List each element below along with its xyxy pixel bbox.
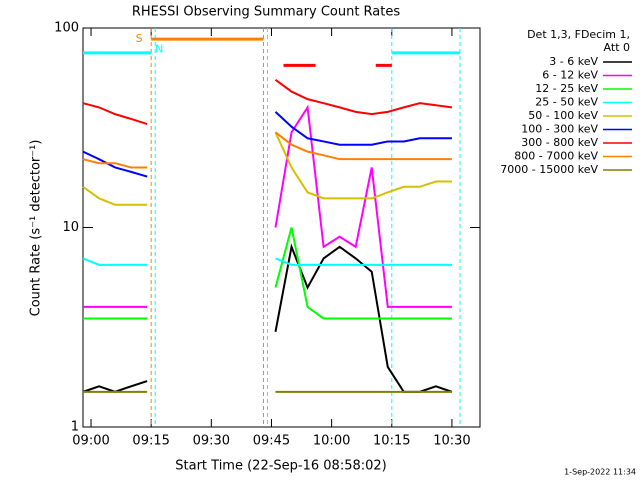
legend-label: 25 - 50 keV xyxy=(535,96,598,109)
x-axis-label: Start Time (22-Sep-16 08:58:02) xyxy=(175,459,386,474)
x-tick-label: 09:45 xyxy=(253,434,290,449)
y-tick-label: 1 xyxy=(71,420,79,435)
x-tick-label: 09:00 xyxy=(72,434,109,449)
chart-title: RHESSI Observing Summary Count Rates xyxy=(132,5,401,20)
series-line xyxy=(82,78,453,126)
legend-title: Det 1,3, FDecim 1, xyxy=(527,28,630,41)
legend-label: 100 - 300 keV xyxy=(521,123,598,136)
series-line xyxy=(82,131,452,169)
legend-label: 7000 - 15000 keV xyxy=(500,163,598,176)
series-line xyxy=(82,111,452,178)
series-line xyxy=(83,227,452,320)
x-tick-label: 09:30 xyxy=(193,434,230,449)
annotation: N xyxy=(155,43,163,56)
plot-frame xyxy=(82,27,481,428)
series-line xyxy=(82,131,452,206)
series-line xyxy=(83,104,452,308)
x-tick-label: 09:15 xyxy=(132,434,169,449)
y-tick-label: 100 xyxy=(54,21,79,36)
legend-label: 50 - 100 keV xyxy=(528,109,598,122)
y-axis-label: Count Rate (s⁻¹ detector⁻¹) xyxy=(29,140,44,317)
annotation: S xyxy=(136,32,143,45)
legend-title: Att 0 xyxy=(604,41,630,54)
timestamp: 1-Sep-2022 11:34 xyxy=(564,468,636,477)
x-tick-label: 10:00 xyxy=(313,434,350,449)
y-tick-label: 10 xyxy=(62,220,79,235)
legend-label: 6 - 12 keV xyxy=(542,69,598,82)
series-line xyxy=(82,257,452,266)
legend-label: 800 - 7000 keV xyxy=(514,150,598,163)
x-tick-label: 10:30 xyxy=(433,434,470,449)
x-tick-label: 10:15 xyxy=(373,434,410,449)
legend-label: 12 - 25 keV xyxy=(535,82,598,95)
legend-label: 3 - 6 keV xyxy=(549,55,598,68)
legend-label: 300 - 800 keV xyxy=(521,136,598,149)
